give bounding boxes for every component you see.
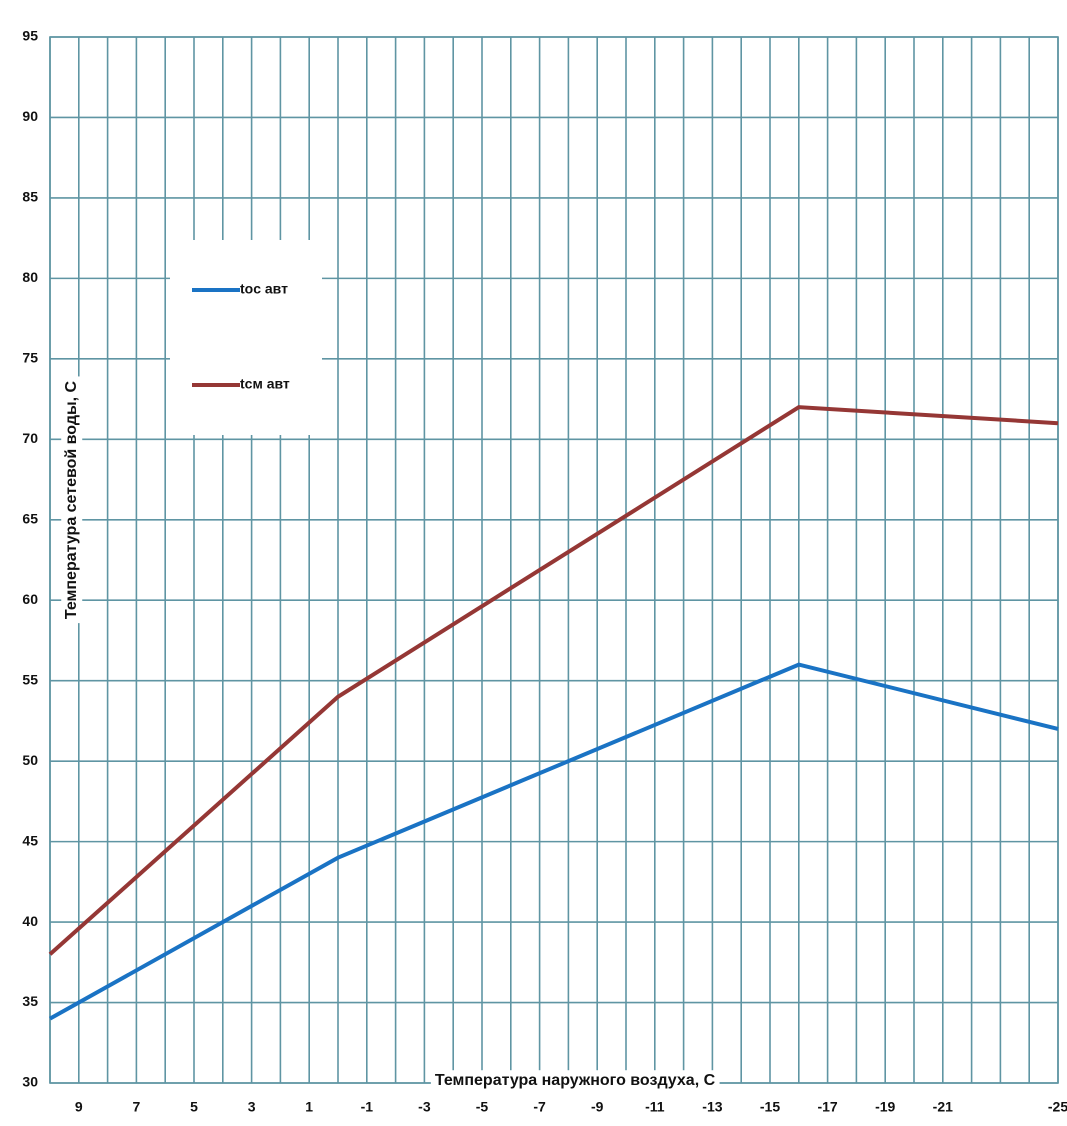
y-tick-label: 40	[22, 913, 38, 929]
y-tick-label: 50	[22, 752, 38, 768]
y-label-bg	[61, 376, 83, 624]
y-tick-label: 75	[22, 350, 38, 366]
x-axis-label: Температура наружного воздуха, С	[435, 1072, 716, 1089]
legend-label: tcм авт	[240, 376, 290, 392]
series-line	[49, 662, 1059, 1021]
x-tick-label: -1	[361, 1099, 374, 1115]
x-label-bg	[430, 1070, 720, 1092]
y-axis-label: Температура сетевой воды, С	[63, 380, 80, 619]
x-tick-label: -7	[533, 1099, 546, 1115]
y-tick-label: 95	[22, 28, 38, 44]
x-tick-label: 7	[133, 1099, 141, 1115]
x-tick-label: 9	[75, 1099, 83, 1115]
x-tick-label: -15	[760, 1099, 780, 1115]
x-tick-label: -3	[418, 1099, 431, 1115]
x-tick-label: -13	[702, 1099, 722, 1115]
legend-box	[170, 240, 322, 435]
grid	[49, 36, 1059, 1084]
plot	[48, 405, 1059, 1021]
x-tick-label: -11	[645, 1099, 665, 1115]
x-tick-label: -9	[591, 1099, 604, 1115]
y-tick-label: 60	[22, 591, 38, 607]
legend-label: toc авт	[240, 281, 288, 297]
y-tick-label: 35	[22, 993, 38, 1009]
y-tick-label: 90	[22, 108, 38, 124]
y-tick-label: 45	[22, 832, 38, 848]
y-tick-label: 70	[22, 430, 38, 446]
x-tick-label: -19	[875, 1099, 895, 1115]
series-line	[48, 405, 1059, 956]
y-tick-label: 30	[22, 1074, 38, 1090]
x-tick-label: 5	[190, 1099, 198, 1115]
x-tick-label: -21	[933, 1099, 953, 1115]
y-tick-label: 80	[22, 269, 38, 285]
legend: toc авт tcм авт	[170, 240, 322, 435]
x-tick-label: -17	[817, 1099, 837, 1115]
y-tick-label: 85	[22, 189, 38, 205]
x-tick-label: 3	[248, 1099, 256, 1115]
x-tick-label: -25	[1048, 1099, 1067, 1115]
y-tick-label: 65	[22, 510, 38, 526]
x-tick-label: -5	[476, 1099, 489, 1115]
y-tick-label: 55	[22, 671, 38, 687]
x-tick-label: 1	[305, 1099, 313, 1115]
